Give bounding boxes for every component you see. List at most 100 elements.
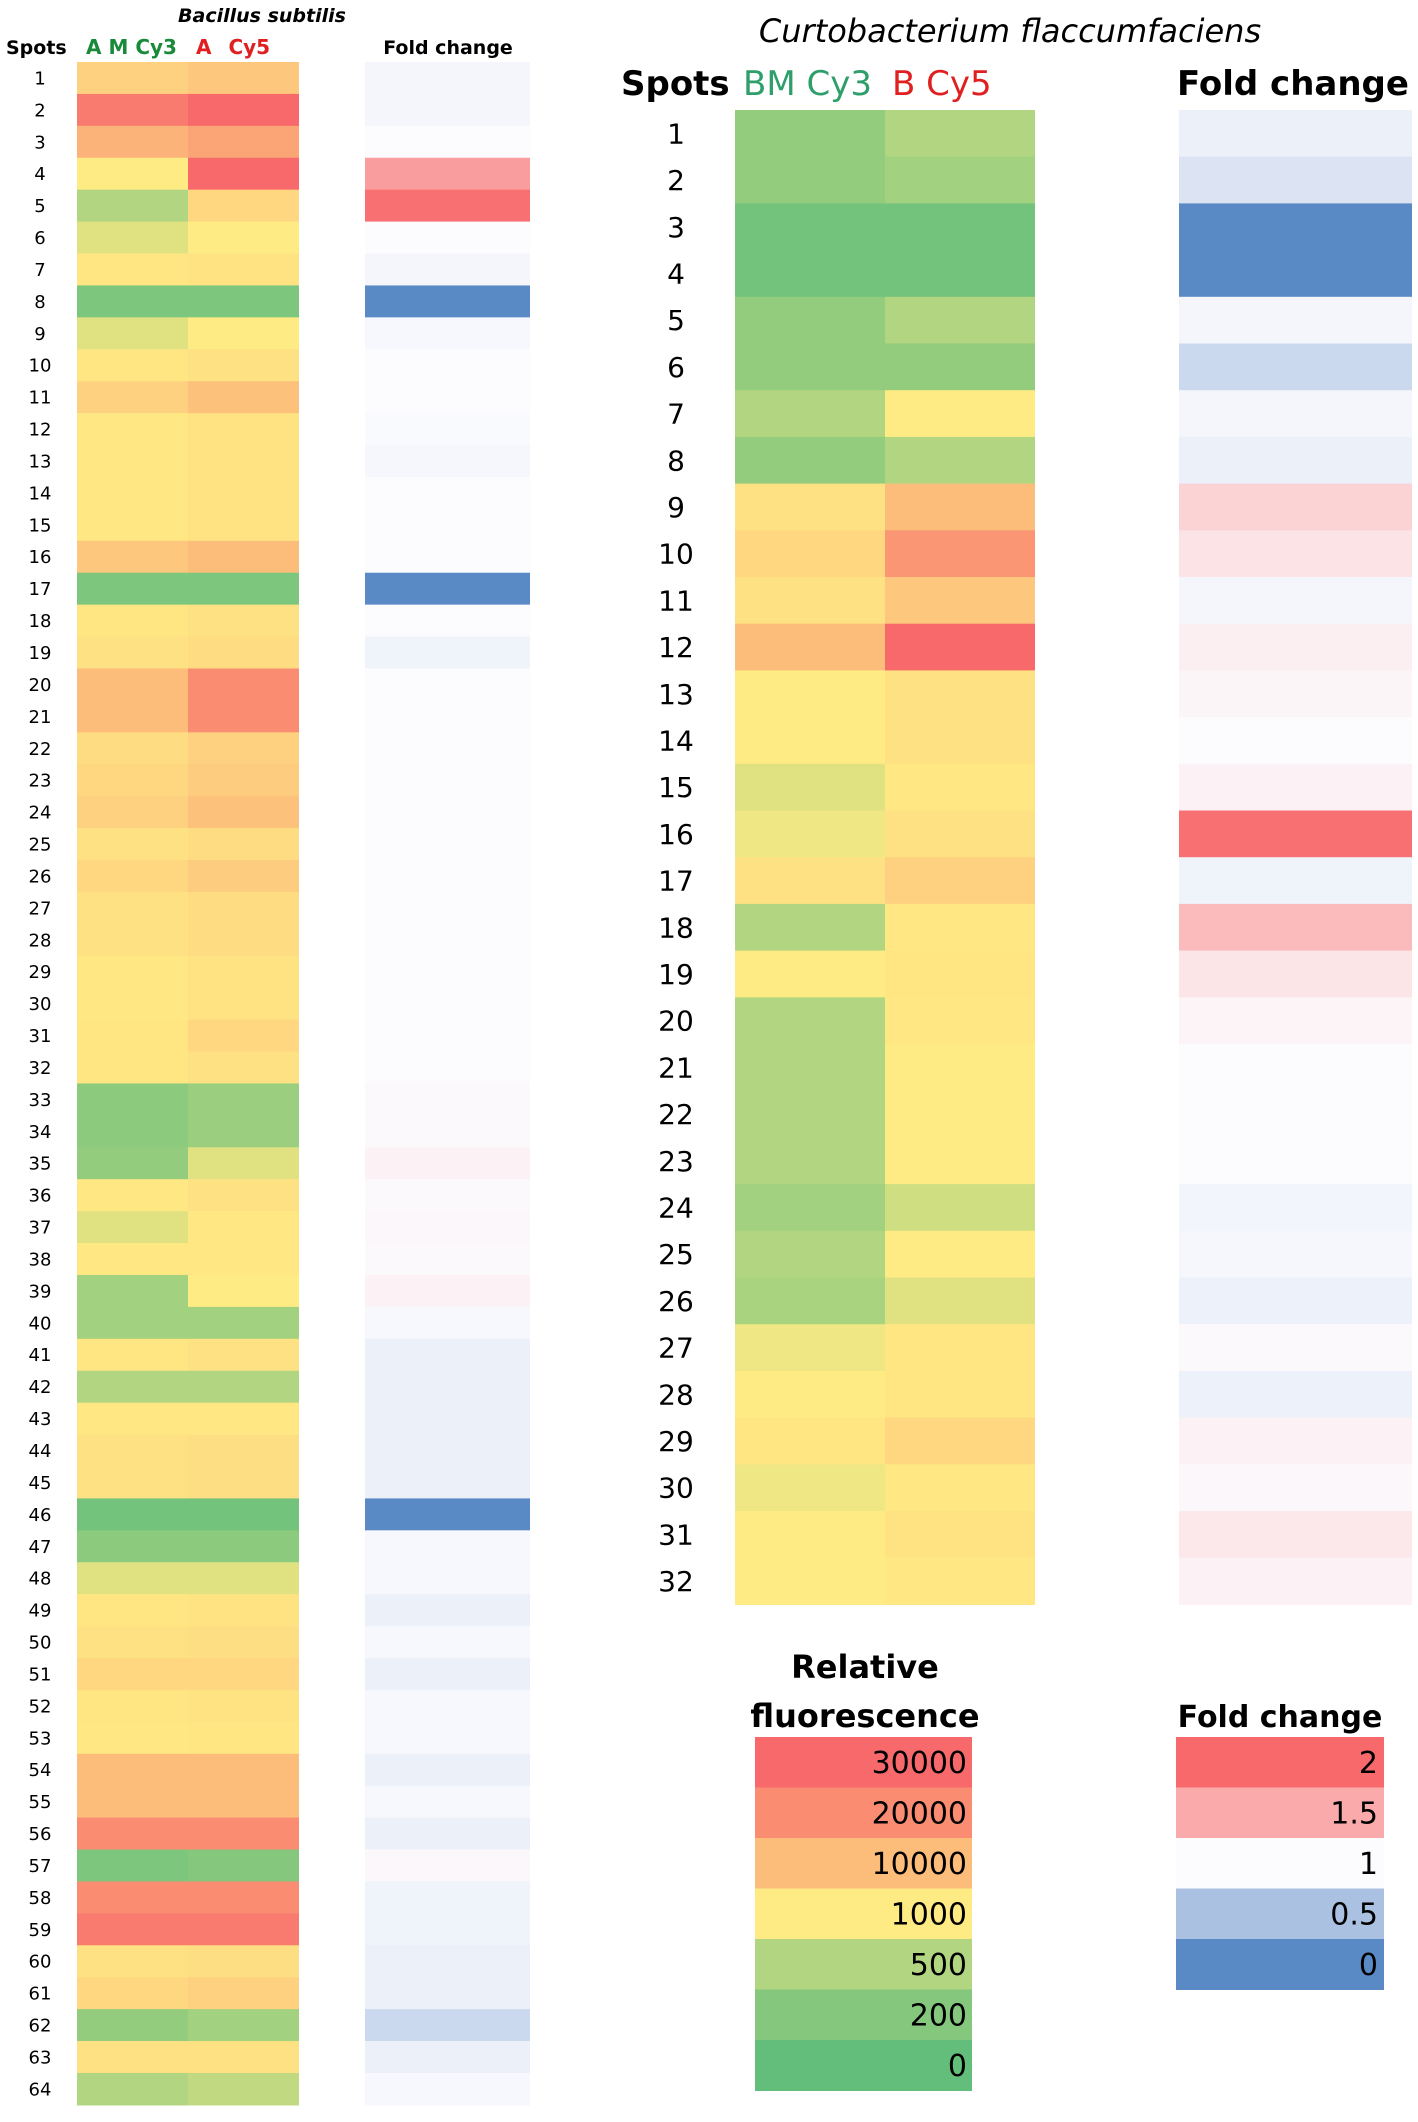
fold-change-cell (365, 1211, 530, 1244)
legend-fold-title: Fold change (1178, 1700, 1383, 1735)
cy3-cell (77, 1274, 188, 1308)
fold-change-cell (365, 1434, 530, 1468)
cy3-cell (77, 1849, 188, 1883)
cy5-cell (188, 1115, 299, 1148)
spot-label: 7 (34, 260, 45, 281)
spot-label: 15 (29, 515, 52, 536)
cy3-cell (77, 891, 188, 925)
spot-label: 43 (29, 1409, 52, 1430)
fold-change-cell (365, 1626, 530, 1659)
fold-change-cell (365, 828, 530, 861)
cy3-cell (77, 1530, 188, 1563)
fold-change-header-bacillus: Fold change (383, 37, 513, 59)
spot-label: 12 (658, 631, 694, 664)
legend-fold-label: 1.5 (1330, 1797, 1378, 1832)
legend-fluorescence-title-line1: Relative (791, 1648, 939, 1686)
cy5-cell (188, 796, 299, 829)
spot-label: 55 (29, 1792, 52, 1813)
column-header-prefix: BM (743, 64, 796, 104)
spot-label: 19 (29, 643, 52, 664)
legend-fluorescence-label: 20000 (872, 1797, 967, 1832)
fold-change-cell (1179, 436, 1412, 485)
cy5-cell (188, 1562, 299, 1595)
cy3-cell (77, 1243, 188, 1276)
cy3-cell (735, 483, 885, 531)
cy3-cell (735, 763, 885, 812)
cy5-cell (188, 1019, 299, 1053)
column-header-prefix: A (86, 35, 102, 59)
fold-change-cell (365, 1115, 530, 1148)
spot-label: 16 (29, 547, 52, 568)
spot-label: 1 (34, 68, 45, 89)
fold-change-cell (365, 1466, 530, 1499)
cy3-cell (77, 2072, 188, 2106)
cy3-cell (735, 1370, 885, 1419)
cy3-cell (77, 1306, 188, 1340)
cy5-cell (188, 1594, 299, 1627)
cy3-cell (77, 1945, 188, 1978)
cy5-cell (188, 1243, 299, 1276)
fold-change-cell (1179, 1417, 1412, 1465)
cy3-cell (77, 1658, 188, 1691)
spot-label: 49 (29, 1601, 52, 1622)
fold-change-cell (1179, 1137, 1412, 1185)
fold-change-cell (365, 700, 530, 733)
cy3-cell (77, 955, 188, 989)
fold-change-cell (1179, 1511, 1412, 1559)
spot-label: 17 (29, 579, 52, 600)
cy3-cell (77, 445, 188, 478)
cy3-cell (77, 157, 188, 191)
fold-change-cell (365, 1370, 530, 1404)
cy5-cell (885, 763, 1035, 812)
cy5-cell (188, 189, 299, 223)
spot-label: 46 (29, 1505, 52, 1526)
fold-change-cell (365, 1019, 530, 1053)
fold-change-cell (365, 1817, 530, 1851)
cy3-cell (77, 923, 188, 957)
cy5-cell (885, 1557, 1035, 1605)
fold-change-cell (1179, 1557, 1412, 1605)
cy5-cell (885, 1511, 1035, 1559)
spot-label: 27 (29, 898, 52, 919)
cy3-cell (77, 1881, 188, 1914)
cy3-cell (735, 670, 885, 718)
spot-label: 13 (658, 678, 694, 711)
cy5-cell (885, 203, 1035, 251)
fold-change-cell (1179, 1044, 1412, 1092)
spot-label: 35 (29, 1154, 52, 1175)
spot-label: 6 (667, 351, 685, 384)
legend-fluorescence-label: 0 (948, 2049, 967, 2084)
spot-label: 8 (34, 292, 45, 313)
cy3-cell (735, 1090, 885, 1138)
cy3-cell (735, 250, 885, 298)
cy5-cell (885, 390, 1035, 438)
fold-change-cell (1179, 1090, 1412, 1138)
fold-change-cell (365, 1945, 530, 1978)
cy3-cell (77, 381, 188, 414)
fold-change-cell (365, 1881, 530, 1914)
cy5-cell (885, 1090, 1035, 1138)
panel-title-curtobacterium: Curtobacterium flaccumfaciens (759, 12, 1261, 50)
cy5-cell (188, 1402, 299, 1436)
cy3-cell (735, 1417, 885, 1465)
cy5-cell (188, 1881, 299, 1914)
legend-fold-label: 2 (1359, 1746, 1378, 1781)
cy5-cell (885, 1417, 1035, 1465)
panel-title-bacillus: Bacillus subtilis (178, 5, 346, 27)
cy3-cell (77, 1498, 188, 1531)
cy5-cell (188, 317, 299, 350)
spot-label: 28 (29, 930, 52, 951)
fold-change-cell (1179, 997, 1412, 1045)
spot-label: 60 (29, 1952, 52, 1973)
spot-label: 22 (658, 1098, 694, 1131)
cy5-cell (885, 950, 1035, 998)
cy3-cell (735, 1230, 885, 1279)
fold-change-cell (365, 668, 530, 701)
spot-label: 44 (29, 1441, 52, 1462)
spot-label: 3 (34, 132, 45, 153)
spot-label: 20 (658, 1005, 694, 1038)
column-header-label: Cy3 (806, 64, 872, 104)
fold-change-cell (1179, 903, 1412, 952)
cy3-cell (735, 530, 885, 578)
